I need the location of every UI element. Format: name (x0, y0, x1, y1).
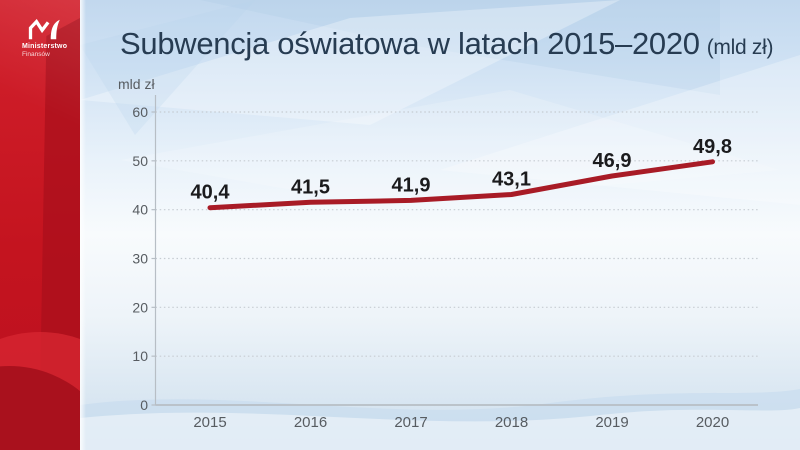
ministry-logo: Ministerstwo Finansów (22, 19, 67, 58)
mf-logo-icon (28, 19, 60, 40)
x-tick-label: 2020 (696, 414, 729, 431)
data-label: 40,4 (191, 182, 231, 204)
data-label: 46,9 (593, 150, 632, 172)
chart-panel (80, 0, 800, 450)
sidebar: Ministerstwo Finansów (0, 0, 80, 450)
x-tick-label: 2015 (193, 414, 226, 431)
data-label: 41,9 (392, 174, 431, 196)
y-tick-label: 0 (140, 397, 148, 413)
y-tick-label: 30 (132, 251, 148, 267)
sidebar-edge-highlight (80, 0, 86, 450)
y-tick-label: 40 (132, 202, 148, 218)
y-tick-label: 60 (132, 104, 148, 120)
data-label: 43,1 (492, 169, 531, 191)
y-axis-unit: mld zł (118, 76, 155, 92)
y-tick-label: 50 (132, 153, 148, 169)
y-tick-label: 10 (132, 348, 148, 364)
x-tick-label: 2019 (595, 414, 628, 431)
data-label: 49,8 (693, 136, 732, 158)
logo-text-finansow: Finansów (22, 51, 50, 58)
y-tick-label: 20 (132, 299, 148, 315)
background-pattern (80, 0, 800, 450)
data-label: 41,5 (291, 176, 330, 198)
x-tick-label: 2016 (294, 414, 327, 431)
page-title: Subwencja oświatowa w latach 2015–2020 (m… (120, 26, 773, 62)
title-text: Subwencja oświatowa w latach 2015–2020 (120, 26, 700, 61)
logo-text-ministerstwo: Ministerstwo (22, 43, 68, 50)
data-line (207, 159, 715, 211)
x-tick-label: 2018 (495, 414, 528, 431)
x-tick-label: 2017 (394, 414, 427, 431)
title-unit: (mld zł) (706, 36, 774, 59)
